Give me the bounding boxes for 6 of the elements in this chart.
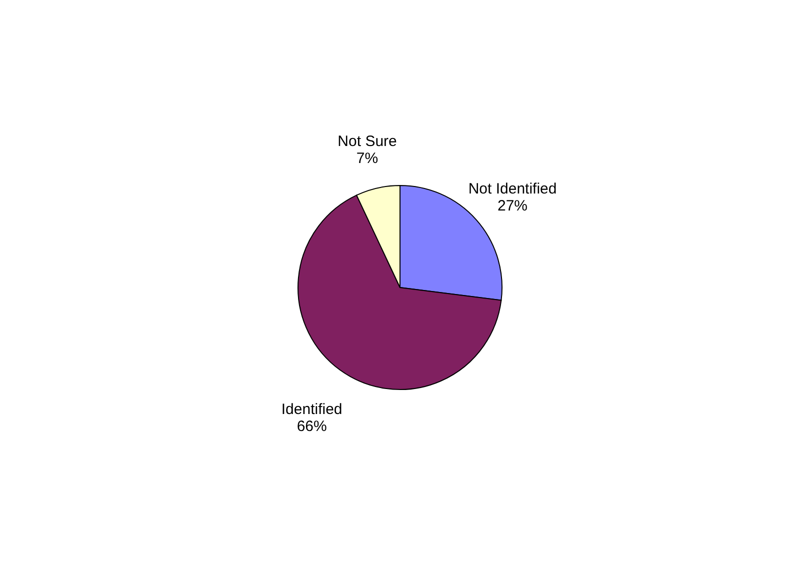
data-label: 66% — [296, 418, 327, 435]
slice-label: Identified — [281, 400, 342, 418]
slice-label: Not Sure — [338, 133, 397, 150]
slice-label: Not Identified — [468, 180, 557, 198]
data-label: 27% — [498, 197, 528, 214]
data-label: 7% — [356, 150, 378, 168]
